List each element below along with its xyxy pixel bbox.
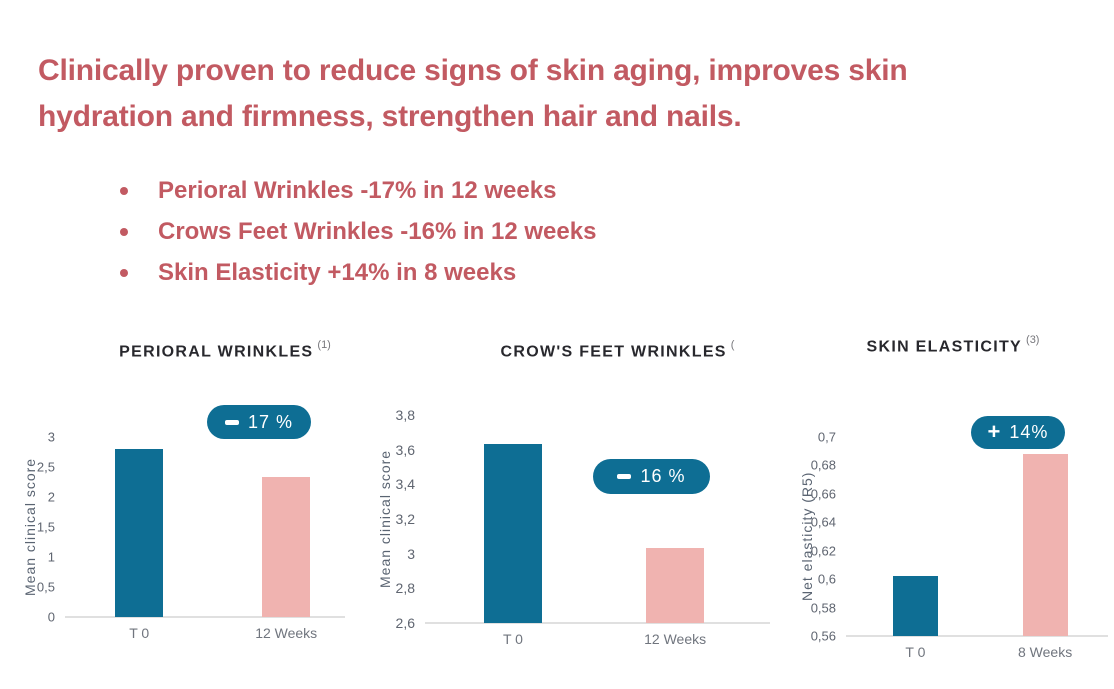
- bar-t-0: [483, 444, 542, 623]
- bullet-icon: [120, 268, 128, 277]
- chart-title-footnote: (: [730, 339, 735, 351]
- bar-8-weeks: [1022, 454, 1068, 636]
- bullet-list: Perioral Wrinkles -17% in 12 weeks Crows…: [120, 170, 596, 293]
- y-tick-label: 3,4: [395, 476, 415, 493]
- chart-title: SKIN ELASTICITY (3): [762, 334, 1114, 360]
- chart-perioral-wrinkles: PERIORAL WRINKLES (1) Mean clinical score…: [20, 335, 370, 680]
- bar-t-0: [115, 449, 164, 617]
- change-badge: 17 %: [207, 405, 311, 439]
- y-tick-label: 0,62: [810, 543, 836, 559]
- plot-area: T 0 8 Weeks: [846, 437, 1108, 660]
- y-tick-label: 0,5: [36, 579, 55, 595]
- bar-12-weeks: [646, 548, 705, 623]
- chart-title: PERIORAL WRINKLES (1): [25, 339, 425, 365]
- x-tick-label: 8 Weeks: [1018, 644, 1073, 660]
- bullet-item: Crows Feet Wrinkles -16% in 12 weeks: [120, 211, 596, 252]
- chart-title-text: PERIORAL WRINKLES: [119, 343, 314, 361]
- x-tick-label: T 0: [905, 644, 926, 660]
- x-axis-line: [65, 616, 345, 618]
- y-tick-label: 0,7: [817, 429, 836, 445]
- plus-icon: +: [987, 418, 1001, 444]
- chart-skin-elasticity: SKIN ELASTICITY (3) Net elasticity (R5) T…: [785, 330, 1114, 689]
- x-axis-line: [425, 622, 770, 624]
- y-tick-label: 0: [47, 609, 55, 625]
- minus-icon: [224, 419, 239, 425]
- change-badge: 16 %: [593, 459, 710, 494]
- chart-title-text: CROW'S FEET WRINKLES: [500, 343, 727, 361]
- badge-value: 14%: [1009, 422, 1049, 442]
- bar-t-0: [892, 576, 938, 636]
- bullet-text: Crows Feet Wrinkles -16% in 12 weeks: [158, 217, 597, 245]
- y-tick-label: 3: [47, 429, 55, 445]
- badge-value: 16 %: [640, 466, 686, 486]
- y-tick-label: 0,68: [810, 457, 836, 473]
- plot-area: T 0 12 Weeks: [425, 415, 770, 647]
- y-tick-label: 2,5: [36, 459, 55, 475]
- page-title: Clinically proven to reduce signs of ski…: [38, 48, 1058, 140]
- bullet-text: Perioral Wrinkles -17% in 12 weeks: [158, 176, 557, 204]
- y-tick-label: 2,6: [395, 615, 415, 631]
- y-tick-label: 0,66: [810, 486, 836, 502]
- bullet-icon: [120, 186, 128, 195]
- x-tick-label: T 0: [502, 631, 523, 647]
- y-tick-label: 0,6: [817, 571, 836, 587]
- y-tick-label: 2,8: [395, 580, 415, 597]
- x-tick-label: 12 Weeks: [644, 631, 707, 647]
- y-tick-label: 3,6: [395, 441, 415, 458]
- bullet-item: Perioral Wrinkles -17% in 12 weeks: [120, 170, 596, 211]
- badge-value: 17 %: [247, 411, 294, 432]
- chart-title-footnote: (3): [1026, 334, 1040, 346]
- chart-title-footnote: (1): [317, 339, 331, 351]
- y-tick-label: 3,8: [395, 407, 415, 423]
- y-tick-label: 0,56: [810, 628, 836, 644]
- minus-icon: [617, 474, 632, 479]
- change-badge: +14%: [971, 416, 1065, 449]
- x-axis-line: [846, 635, 1108, 637]
- chart-title: CROW'S FEET WRINKLES(: [385, 339, 850, 365]
- bullet-icon: [120, 227, 128, 236]
- chart-title-text: SKIN ELASTICITY: [866, 338, 1023, 356]
- y-tick-label: 0,64: [810, 514, 836, 530]
- x-tick-label: 12 Weeks: [255, 625, 318, 641]
- plot-area: T 0 12 Weeks: [65, 437, 345, 641]
- y-tick-label: 0,58: [810, 600, 836, 616]
- y-tick-label: 1: [47, 549, 55, 565]
- bullet-text: Skin Elasticity +14% in 8 weeks: [158, 258, 517, 286]
- y-tick-label: 1,5: [36, 519, 55, 535]
- y-tick-label: 3: [407, 545, 415, 562]
- bar-12-weeks: [262, 477, 311, 617]
- x-tick-label: T 0: [129, 625, 150, 641]
- y-tick-label: 3,2: [395, 511, 415, 527]
- page-title-line2: hydration and firmness, strengthen hair …: [38, 100, 742, 133]
- y-tick-label: 2: [47, 489, 55, 505]
- chart-crows-feet-wrinkles: CROW'S FEET WRINKLES( Mean clinical scor…: [375, 335, 770, 680]
- page-title-line1: Clinically proven to reduce signs of ski…: [38, 54, 908, 87]
- bullet-item: Skin Elasticity +14% in 8 weeks: [120, 252, 596, 293]
